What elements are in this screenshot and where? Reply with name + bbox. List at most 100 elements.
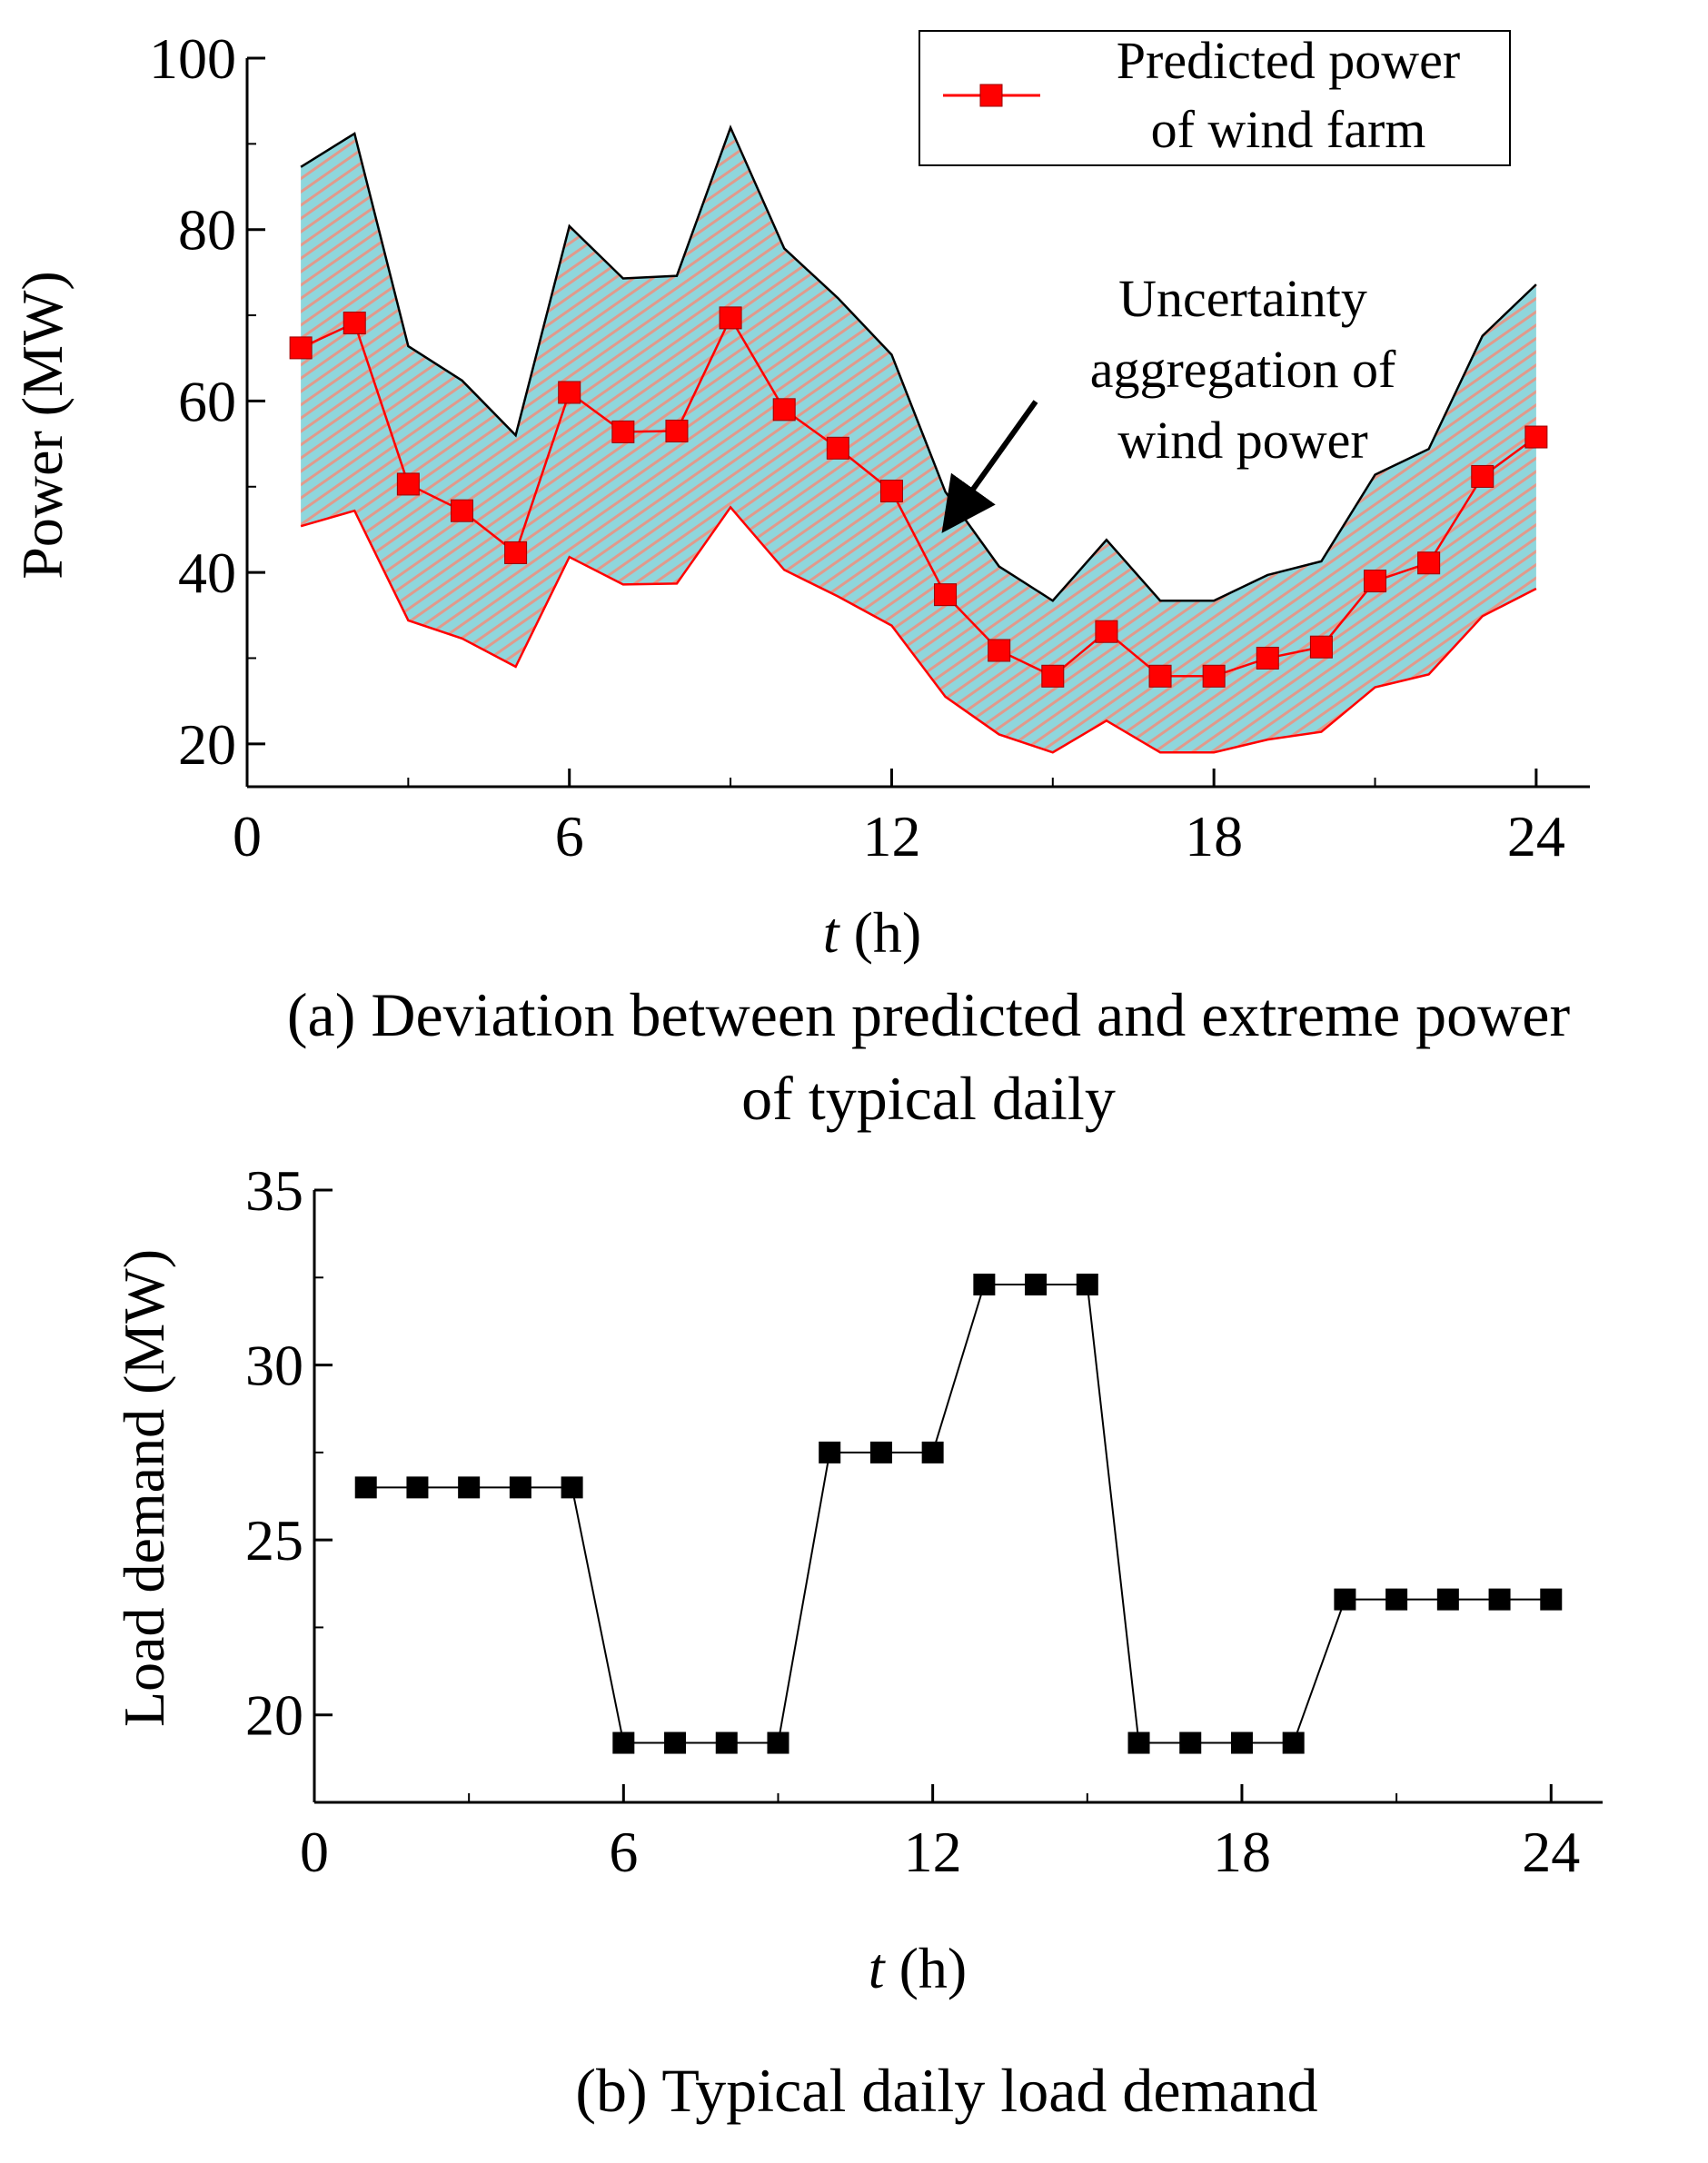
- load-demand-point: [1488, 1588, 1511, 1611]
- x-tick-label: 12: [904, 1820, 962, 1884]
- load-demand-point: [664, 1731, 687, 1754]
- y-tick-label: 40: [178, 541, 236, 605]
- chart-a-x-axis-title-var: t: [823, 900, 841, 965]
- y-tick-label: 35: [245, 1158, 303, 1223]
- predicted-power-point: [1417, 551, 1441, 575]
- chart-a-x-axis-title: t (h): [823, 900, 921, 965]
- chart-a-axes: [245, 58, 1590, 789]
- predicted-power-point: [1256, 646, 1279, 670]
- load-demand-point: [561, 1476, 583, 1499]
- load-demand-line: [365, 1283, 1552, 1744]
- annotation-arrow: [941, 400, 1038, 533]
- legend-label-line2: of wind farm: [1151, 100, 1426, 159]
- load-demand-point: [1282, 1731, 1305, 1754]
- load-demand-point: [921, 1441, 944, 1463]
- load-demand-point: [1025, 1273, 1048, 1295]
- y-tick-label: 30: [245, 1334, 303, 1398]
- y-tick-label: 100: [149, 26, 236, 91]
- load-demand-point: [1179, 1731, 1202, 1754]
- predicted-power-point: [558, 381, 581, 404]
- chart-b-ticks: 20 25 30 35 0 6 12 18 24: [245, 1158, 1580, 1884]
- load-demand-point: [458, 1476, 481, 1499]
- x-tick-label: 12: [862, 804, 920, 868]
- uncertainty-band: [300, 124, 1537, 754]
- predicted-power-point: [1309, 635, 1333, 659]
- x-tick-label: 6: [555, 804, 584, 868]
- predicted-power-point: [879, 479, 903, 502]
- load-demand-point: [1127, 1731, 1150, 1754]
- chart-a-ticks: 20 40 60 80 100 0 6 12 18 24: [149, 26, 1565, 868]
- predicted-power-point: [1148, 664, 1172, 688]
- load-demand-point: [715, 1731, 738, 1754]
- load-demand-point: [1076, 1273, 1098, 1295]
- predicted-power-point: [772, 398, 796, 422]
- y-tick-label: 20: [245, 1683, 303, 1748]
- load-demand-point: [819, 1441, 841, 1463]
- uncertainty-band-area: [301, 127, 1536, 753]
- y-tick-label: 25: [245, 1508, 303, 1573]
- load-demand-point: [354, 1476, 377, 1499]
- load-demand-point: [406, 1476, 429, 1499]
- load-demand-series: [354, 1273, 1563, 1754]
- x-tick-label: 0: [233, 804, 262, 868]
- chart-b-x-axis-title: t (h): [869, 1936, 967, 2000]
- lower-bound-line: [300, 505, 1537, 754]
- chart-a-caption-line2: of typical daily: [741, 1064, 1116, 1133]
- predicted-power-point: [504, 541, 528, 564]
- load-demand-point: [1540, 1588, 1563, 1611]
- legend-box: [919, 30, 1511, 166]
- x-tick-label: 24: [1522, 1820, 1580, 1884]
- chart-b-x-axis-title-var: t: [869, 1936, 887, 2000]
- chart-b-caption: (b) Typical daily load demand: [575, 2056, 1317, 2125]
- predicted-power-point: [826, 436, 849, 460]
- chart-b-axes: [313, 1190, 1603, 1804]
- load-demand-point: [509, 1476, 531, 1499]
- annotation-line1: Uncertainty: [1118, 269, 1367, 328]
- load-demand-point: [1334, 1588, 1356, 1611]
- load-demand-point: [869, 1441, 892, 1463]
- predicted-power-point: [1524, 425, 1548, 449]
- x-tick-label: 18: [1185, 804, 1243, 868]
- chart-b-x-axis-title-unit: (h): [885, 1936, 968, 2000]
- predicted-power-point: [396, 472, 420, 496]
- x-tick-label: 18: [1213, 1820, 1271, 1884]
- predicted-power-point: [1202, 664, 1226, 688]
- y-tick-label: 80: [178, 198, 236, 263]
- x-tick-label: 0: [300, 1820, 329, 1884]
- predicted-power-point: [1041, 664, 1065, 688]
- load-demand-point: [1230, 1731, 1253, 1754]
- predicted-power-point: [665, 419, 689, 442]
- chart-panel-a: 20 40 60 80 100 0 6 12 18 24 Power (MW) t (h) Pre…: [10, 26, 1590, 1133]
- annotation-line2: aggregation of: [1090, 340, 1396, 399]
- legend-marker-swatch: [979, 84, 1003, 107]
- chart-a-x-axis-title-unit: (h): [839, 900, 922, 965]
- y-tick-label: 20: [178, 712, 236, 777]
- x-tick-label: 24: [1507, 804, 1565, 868]
- predicted-power-point: [719, 306, 742, 330]
- predicted-power-point: [343, 312, 366, 335]
- y-tick-label: 60: [178, 369, 236, 433]
- predicted-power-point: [1095, 620, 1118, 643]
- predicted-power-point: [450, 499, 473, 522]
- load-demand-point: [767, 1731, 789, 1754]
- upper-bound-line: [300, 124, 1537, 602]
- annotation-line3: wind power: [1117, 411, 1367, 470]
- legend-label-line1: Predicted power: [1117, 31, 1460, 90]
- load-demand-point: [973, 1273, 996, 1295]
- predicted-power-point: [988, 639, 1011, 662]
- chart-a-caption-line1: (a) Deviation between predicted and extr…: [287, 980, 1571, 1049]
- x-tick-label: 6: [609, 1820, 638, 1884]
- chart-a-legend: Predicted power of wind farm: [919, 30, 1511, 166]
- predicted-power-point: [289, 336, 313, 360]
- load-demand-point: [612, 1731, 635, 1754]
- predicted-power-point: [934, 583, 958, 607]
- load-demand-point: [1385, 1588, 1408, 1611]
- predicted-power-point: [611, 420, 635, 443]
- chart-a-y-axis-title: Power (MW): [10, 271, 74, 579]
- uncertainty-annotation: Uncertainty aggregation of wind power: [941, 269, 1396, 533]
- predicted-power-series: [289, 306, 1548, 688]
- predicted-power-point: [1364, 570, 1387, 593]
